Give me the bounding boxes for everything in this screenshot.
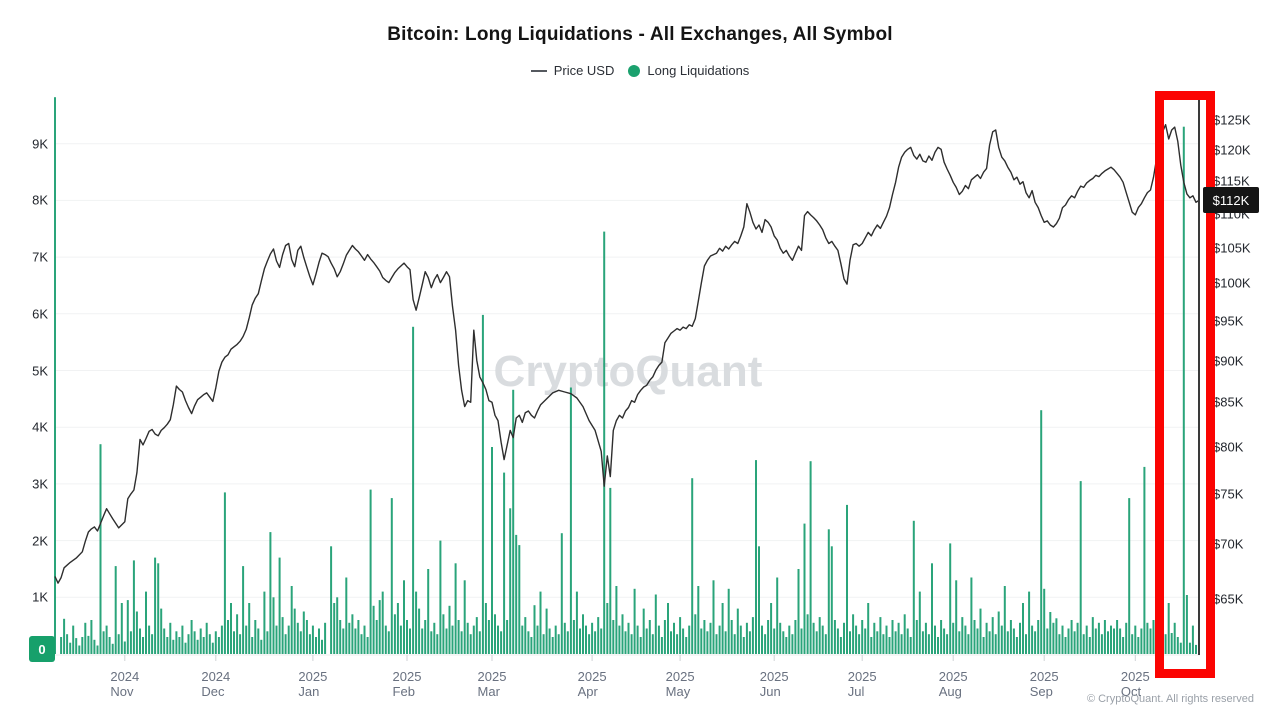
- legend-item-liquidations[interactable]: Long Liquidations: [628, 63, 749, 78]
- x-axis-label: 2025 Apr: [577, 669, 607, 699]
- x-axis-label: 2024 Nov: [110, 669, 140, 699]
- left-axis-tick: 5K: [32, 363, 48, 378]
- highlight-annotation-box: [1155, 91, 1215, 678]
- left-axis-tick: 9K: [32, 136, 48, 152]
- right-axis-tick: $70K: [1213, 536, 1244, 552]
- x-axis-label: 2025 Aug: [938, 669, 968, 699]
- right-axis-tick: $125K: [1213, 112, 1251, 128]
- price-current-badge: $112K: [1203, 187, 1259, 213]
- right-axis-tick: $95K: [1213, 313, 1244, 329]
- right-axis-tick: $80K: [1213, 439, 1244, 455]
- line-swatch-icon: [530, 69, 547, 72]
- x-axis-label: 2024 Dec: [201, 669, 231, 699]
- legend-liquidations-label: Long Liquidations: [647, 63, 750, 78]
- x-axis-label: 2025 Jun: [759, 669, 789, 699]
- x-axis-label: 2025 Mar: [477, 669, 507, 699]
- right-axis-tick: $90K: [1213, 353, 1244, 368]
- legend-item-price[interactable]: Price USD: [530, 63, 615, 78]
- x-axis-label: 2025 Sep: [1029, 669, 1059, 699]
- left-axis-tick: 4K: [32, 419, 48, 435]
- legend-price-label: Price USD: [553, 63, 615, 78]
- copyright-notice: © CryptoQuant. All rights reserved: [1086, 693, 1254, 705]
- left-axis-tick: 1K: [32, 589, 48, 605]
- right-axis-tick: $65K: [1213, 591, 1244, 607]
- right-axis-tick: $105K: [1213, 240, 1251, 256]
- dot-swatch-icon: [628, 64, 641, 77]
- x-axis-label: 2025 May: [665, 669, 695, 699]
- price-line: [54, 124, 1200, 584]
- right-axis-tick: $75K: [1213, 486, 1244, 502]
- x-axis-label: 2025 Jul: [847, 669, 877, 699]
- left-axis-tick: 6K: [32, 306, 48, 322]
- liquidations-current-badge: 0: [29, 636, 55, 662]
- left-axis-tick: 3K: [32, 476, 48, 492]
- left-axis-tick: 7K: [32, 249, 48, 265]
- x-axis-label: 2025 Oct: [1120, 669, 1150, 699]
- right-axis-tick: $120K: [1213, 142, 1251, 158]
- right-axis-tick: $85K: [1213, 394, 1244, 410]
- right-axis-tick: $115K: [1213, 173, 1250, 189]
- watermark: CryptoQuant: [494, 347, 763, 396]
- x-axis-label: 2025 Jan: [298, 669, 328, 699]
- left-axis-tick: 2K: [32, 533, 48, 549]
- x-axis-label: 2025 Feb: [392, 669, 422, 699]
- right-axis-tick: $100K: [1213, 275, 1251, 291]
- legend: Price USD Long Liquidations: [0, 63, 1280, 78]
- chart-title: Bitcoin: Long Liquidations - All Exchang…: [387, 24, 893, 45]
- left-axis-tick: 8K: [32, 192, 48, 208]
